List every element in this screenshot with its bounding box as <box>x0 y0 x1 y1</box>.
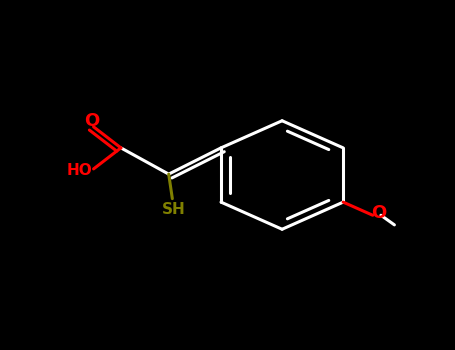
Text: HO: HO <box>66 163 92 178</box>
Text: SH: SH <box>162 202 186 217</box>
Text: O: O <box>84 112 99 130</box>
Text: O: O <box>371 204 386 223</box>
